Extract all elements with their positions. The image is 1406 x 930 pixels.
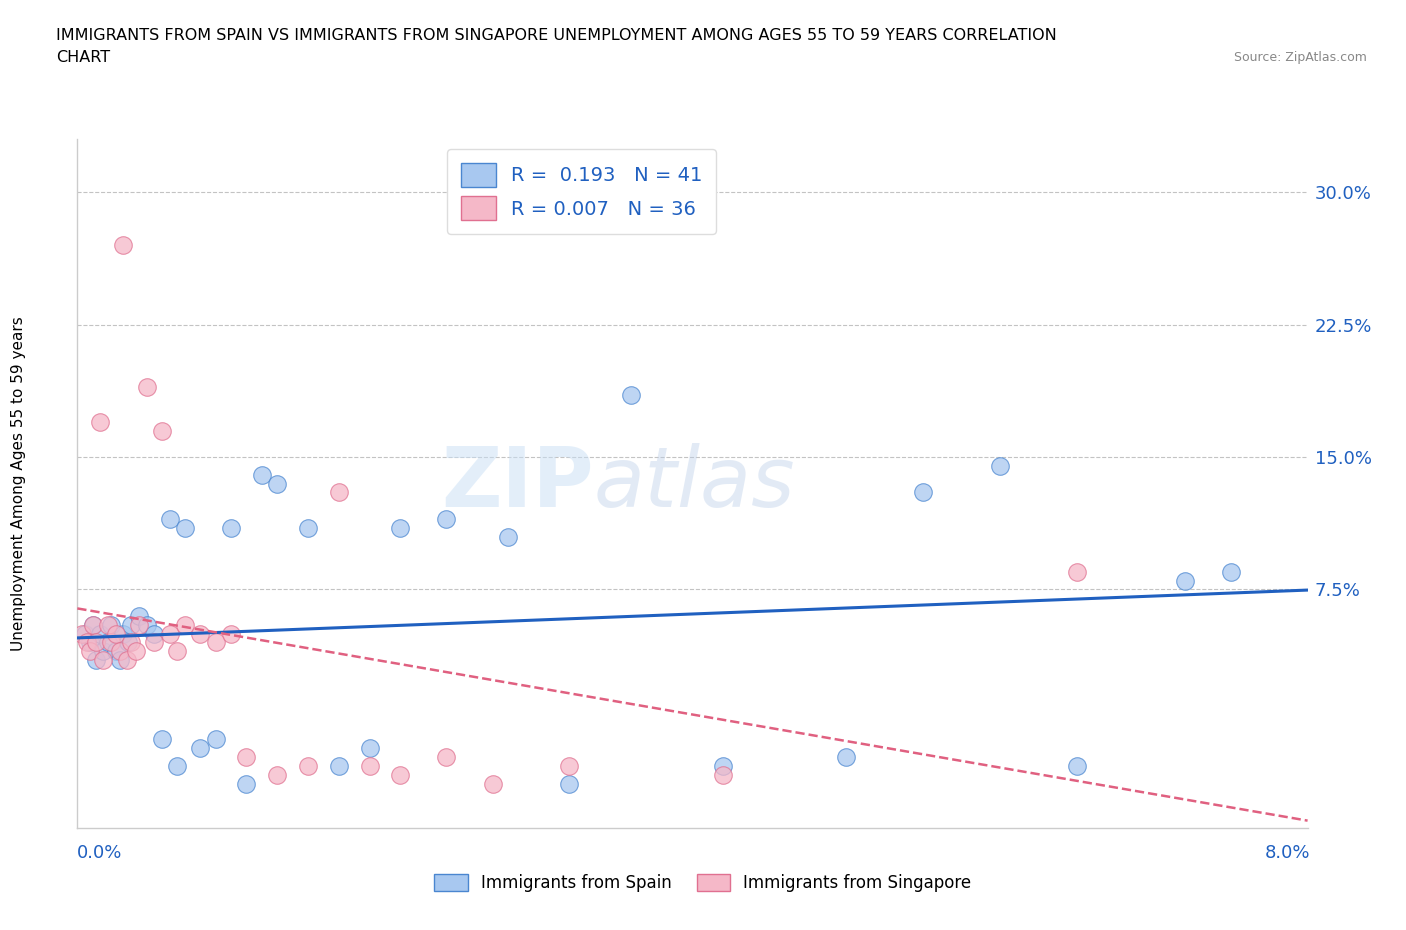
Point [104, 626, 127, 641]
Point [135, 379, 157, 394]
Point [112, 626, 135, 641]
Point [150, 732, 173, 747]
Text: Source: ZipAtlas.com: Source: ZipAtlas.com [1233, 51, 1367, 64]
Point [620, 388, 643, 403]
Text: 8.0%: 8.0% [1265, 844, 1310, 862]
Point [988, 458, 1011, 473]
Point [128, 608, 150, 623]
Point [297, 520, 319, 535]
Point [235, 777, 257, 791]
Point [297, 759, 319, 774]
Point [1174, 573, 1197, 588]
Point [110, 653, 132, 668]
Point [150, 423, 173, 438]
Point [711, 759, 734, 774]
Point [204, 635, 226, 650]
Point [159, 512, 181, 526]
Point [89, 415, 111, 430]
Point [266, 767, 288, 782]
Point [104, 644, 127, 658]
Point [174, 618, 197, 632]
Point [79, 635, 101, 650]
Point [73, 626, 96, 641]
Point [359, 741, 381, 756]
Point [82, 618, 104, 632]
Point [97, 618, 120, 632]
Point [1219, 565, 1241, 579]
Point [235, 750, 257, 764]
Point [219, 520, 242, 535]
Text: 0.0%: 0.0% [77, 844, 122, 862]
Text: IMMIGRANTS FROM SPAIN VS IMMIGRANTS FROM SINGAPORE UNEMPLOYMENT AMONG AGES 55 TO: IMMIGRANTS FROM SPAIN VS IMMIGRANTS FROM… [56, 28, 1057, 65]
Point [84, 635, 107, 650]
Point [89, 626, 111, 641]
Text: atlas: atlas [595, 443, 796, 525]
Point [190, 626, 212, 641]
Point [389, 520, 412, 535]
Point [481, 777, 503, 791]
Point [120, 618, 142, 632]
Legend: Immigrants from Spain, Immigrants from Singapore: Immigrants from Spain, Immigrants from S… [427, 867, 979, 898]
Legend: R =  0.193   N = 41, R = 0.007   N = 36: R = 0.193 N = 41, R = 0.007 N = 36 [447, 149, 716, 233]
Point [76, 635, 98, 650]
Point [84, 653, 107, 668]
Point [93, 644, 115, 658]
Point [159, 626, 181, 641]
Point [166, 759, 188, 774]
Point [166, 644, 188, 658]
Point [436, 750, 458, 764]
Point [266, 476, 288, 491]
Point [110, 644, 132, 658]
Point [82, 618, 104, 632]
Point [204, 732, 226, 747]
Text: Unemployment Among Ages 55 to 59 years: Unemployment Among Ages 55 to 59 years [11, 316, 25, 651]
Point [711, 767, 734, 782]
Point [125, 644, 148, 658]
Point [496, 529, 519, 544]
Point [143, 635, 166, 650]
Point [1066, 565, 1088, 579]
Point [120, 635, 142, 650]
Point [328, 485, 350, 499]
Point [117, 635, 139, 650]
Point [112, 238, 135, 253]
Point [128, 618, 150, 632]
Point [97, 635, 120, 650]
Point [558, 777, 581, 791]
Point [389, 767, 412, 782]
Point [250, 468, 273, 483]
Point [143, 626, 166, 641]
Point [174, 520, 197, 535]
Point [436, 512, 458, 526]
Point [70, 626, 93, 641]
Point [115, 653, 138, 668]
Point [359, 759, 381, 774]
Point [835, 750, 858, 764]
Point [1066, 759, 1088, 774]
Point [79, 644, 101, 658]
Point [328, 759, 350, 774]
Point [912, 485, 935, 499]
Text: ZIP: ZIP [441, 443, 595, 525]
Point [558, 759, 581, 774]
Point [219, 626, 242, 641]
Point [100, 618, 122, 632]
Point [190, 741, 212, 756]
Point [100, 635, 122, 650]
Point [93, 653, 115, 668]
Point [135, 618, 157, 632]
